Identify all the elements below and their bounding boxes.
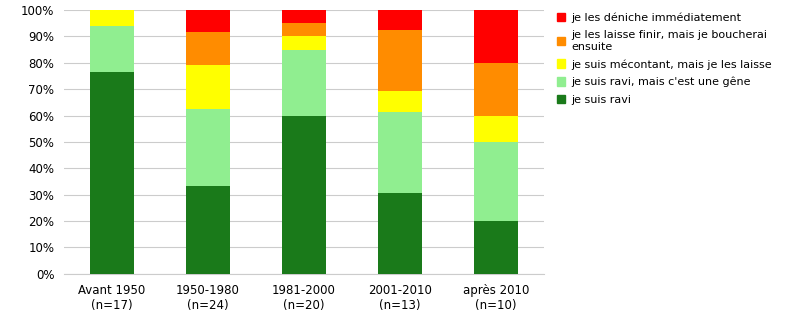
- Bar: [378, 10, 422, 30]
- Bar: [474, 10, 518, 63]
- Bar: [186, 109, 230, 186]
- Bar: [186, 65, 230, 109]
- Bar: [474, 116, 518, 142]
- Bar: [378, 193, 422, 274]
- Bar: [474, 221, 518, 274]
- Bar: [378, 91, 422, 112]
- Bar: [282, 36, 326, 49]
- Bar: [186, 10, 230, 32]
- Legend: je les déniche immédiatement, je les laisse finir, mais je boucherai
ensuite, je: je les déniche immédiatement, je les lai…: [554, 10, 774, 107]
- Bar: [378, 30, 422, 91]
- Bar: [474, 142, 518, 221]
- Bar: [282, 49, 326, 116]
- Bar: [90, 25, 134, 72]
- Bar: [90, 72, 134, 274]
- Bar: [474, 63, 518, 116]
- Bar: [90, 10, 134, 25]
- Bar: [282, 23, 326, 36]
- Bar: [186, 32, 230, 65]
- Bar: [186, 186, 230, 274]
- Bar: [282, 10, 326, 23]
- Bar: [282, 116, 326, 274]
- Bar: [378, 112, 422, 193]
